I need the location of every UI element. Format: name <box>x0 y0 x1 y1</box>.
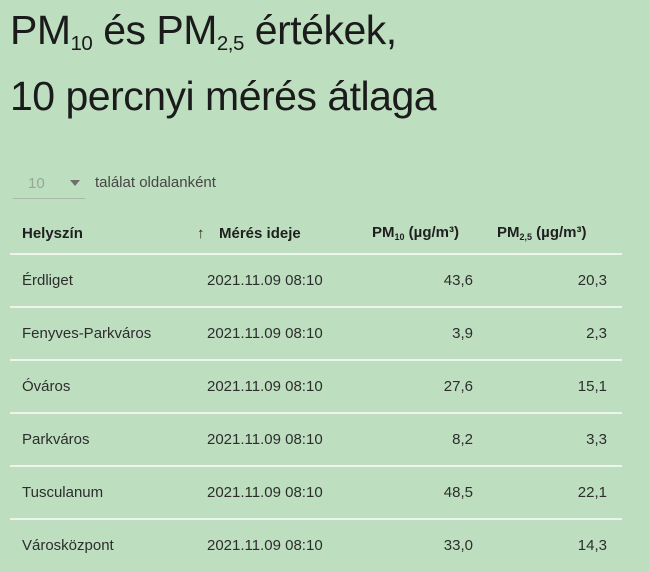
pm25-cell: 15,1 <box>488 360 622 414</box>
sort-ascending-icon: ↑ <box>197 224 205 242</box>
pm10-header-base: PM <box>372 224 395 242</box>
page-length-select[interactable]: 10 <box>13 168 85 199</box>
pm10-cell: 43,6 <box>362 254 488 308</box>
pm25-cell: 14,3 <box>577 537 607 554</box>
title-middle-text: és PM <box>92 7 217 53</box>
time-cell: 2021.11.09 08:10 <box>207 537 323 554</box>
pm25-header-subscript: 2,5 <box>519 231 533 242</box>
time-cell: 2021.11.09 08:10 <box>195 466 362 520</box>
title-pm10-base: PM <box>10 7 71 53</box>
time-cell: 2021.11.09 08:10 <box>195 413 362 467</box>
table-row: Parkváros 2021.11.09 08:10 8,2 3,3 <box>10 413 622 467</box>
table-row: Városközpont 2021.11.09 08:10 33,0 14,3 <box>10 519 622 571</box>
time-cell: 2021.11.09 08:10 <box>195 307 362 361</box>
location-cell: Érdliget <box>10 254 195 308</box>
pm10-cell: 3,9 <box>362 307 488 361</box>
page-length-label: találat oldalanként <box>95 174 216 191</box>
table-row: Tusculanum 2021.11.09 08:10 48,5 22,1 <box>10 466 622 520</box>
pm25-cell: 3,3 <box>488 413 622 467</box>
pm10-cell: 48,5 <box>362 466 488 520</box>
chevron-down-icon <box>70 180 80 186</box>
pm25-header-unit: (µg/m³) <box>532 224 587 242</box>
title-pm25-subscript: 2,5 <box>216 32 245 56</box>
table-row: Óváros 2021.11.09 08:10 27,6 15,1 <box>10 360 622 414</box>
page-title: PM10 és PM2,5 értékek, 10 percnyi mérés … <box>10 4 437 123</box>
location-cell: Fenyves-Parkváros <box>10 307 195 361</box>
column-header-time-label: Mérés ideje <box>219 224 301 242</box>
time-cell: 2021.11.09 08:10 <box>195 360 362 414</box>
location-cell: Óváros <box>10 360 195 414</box>
pm25-cell: 20,3 <box>488 254 622 308</box>
title-end-text: értékek, <box>243 7 397 53</box>
time-cell: 2021.11.09 08:10 <box>195 254 362 308</box>
table-row: Fenyves-Parkváros 2021.11.09 08:10 3,9 2… <box>10 307 622 361</box>
title-pm10-subscript: 10 <box>70 32 93 56</box>
title-line-1: PM10 és PM2,5 értékek, <box>10 4 436 70</box>
location-cell: Városközpont <box>22 537 114 554</box>
pm25-cell: 2,3 <box>488 307 622 361</box>
pm10-cell: 8,2 <box>362 413 488 467</box>
column-header-pm10[interactable]: PM10 (µg/m³) <box>362 213 488 255</box>
measurements-table: Helyszín ↑ Mérés ideje PM10 (µg/m³) PM2,5… <box>10 213 622 571</box>
column-header-pm25[interactable]: PM2,5 (µg/m³) <box>488 213 622 255</box>
pm25-header-base: PM <box>497 224 520 242</box>
page-length-value: 10 <box>28 174 45 192</box>
table-row: Érdliget 2021.11.09 08:10 43,6 20,3 <box>10 254 622 308</box>
table-header-row: Helyszín ↑ Mérés ideje PM10 (µg/m³) PM2,5… <box>10 213 622 255</box>
column-header-time[interactable]: ↑ Mérés ideje <box>195 213 362 255</box>
location-cell: Parkváros <box>10 413 195 467</box>
pm10-header-unit: (µg/m³) <box>404 224 459 242</box>
column-header-location[interactable]: Helyszín <box>10 213 195 255</box>
pm10-header-subscript: 10 <box>394 231 405 242</box>
title-line-2: 10 percnyi mérés átlaga <box>10 73 437 120</box>
pm10-cell: 33,0 <box>443 537 473 554</box>
location-cell: Tusculanum <box>10 466 195 520</box>
pm10-cell: 27,6 <box>362 360 488 414</box>
pm25-cell: 22,1 <box>488 466 622 520</box>
